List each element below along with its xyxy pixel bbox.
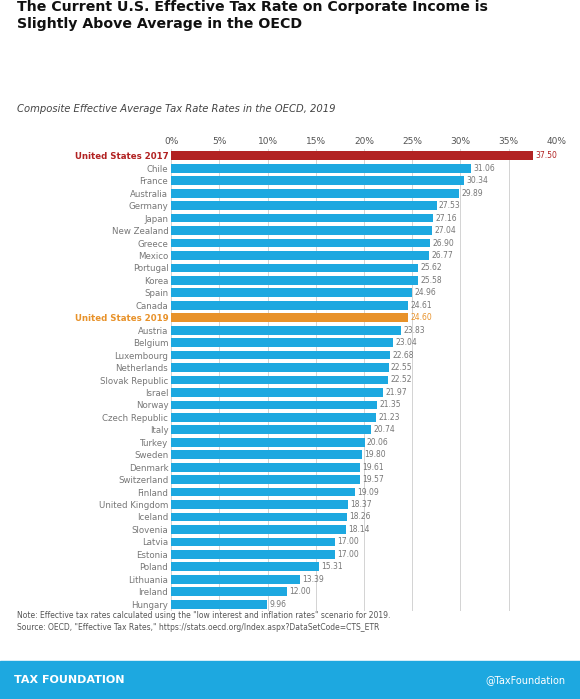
Bar <box>171 550 335 559</box>
Text: 25.62: 25.62 <box>420 264 442 273</box>
Text: 29.89: 29.89 <box>462 189 483 198</box>
Text: 15.31: 15.31 <box>321 562 343 571</box>
Bar <box>171 438 364 447</box>
Bar <box>171 276 418 284</box>
Text: @TaxFoundation: @TaxFoundation <box>485 675 566 685</box>
Bar <box>171 338 393 347</box>
Bar <box>171 575 300 584</box>
Text: 17.00: 17.00 <box>338 538 359 547</box>
Text: 18.26: 18.26 <box>350 512 371 521</box>
Text: The Current U.S. Effective Tax Rate on Corporate Income is
Slightly Above Averag: The Current U.S. Effective Tax Rate on C… <box>17 0 488 31</box>
Text: 21.35: 21.35 <box>379 401 401 410</box>
Text: 23.04: 23.04 <box>396 338 418 347</box>
Bar <box>171 525 346 534</box>
Bar <box>171 413 376 421</box>
Bar <box>171 176 463 185</box>
Text: 21.23: 21.23 <box>378 413 400 422</box>
Text: Note: Effective tax rates calculated using the "low interest and inflation rates: Note: Effective tax rates calculated usi… <box>17 611 391 632</box>
Bar <box>171 301 408 310</box>
Text: 12.00: 12.00 <box>289 587 311 596</box>
Bar <box>171 375 388 384</box>
Bar <box>171 363 389 372</box>
Text: 9.96: 9.96 <box>270 600 287 609</box>
Text: 20.06: 20.06 <box>367 438 389 447</box>
Bar <box>171 214 433 222</box>
Bar <box>171 251 429 260</box>
Bar <box>171 189 459 198</box>
Text: Composite Effective Average Tax Rate Rates in the OECD, 2019: Composite Effective Average Tax Rate Rat… <box>17 104 336 115</box>
Text: 18.37: 18.37 <box>351 500 372 509</box>
Text: 13.39: 13.39 <box>303 575 324 584</box>
Bar <box>171 326 401 335</box>
Bar <box>171 313 408 322</box>
Bar <box>171 238 430 247</box>
Text: TAX FOUNDATION: TAX FOUNDATION <box>14 675 125 685</box>
Bar <box>171 164 470 173</box>
Text: 20.74: 20.74 <box>374 425 395 434</box>
Text: 30.34: 30.34 <box>466 176 488 185</box>
Bar <box>171 152 532 160</box>
Bar <box>171 563 319 571</box>
Bar <box>171 226 432 235</box>
Bar <box>171 351 390 359</box>
Bar <box>171 426 371 434</box>
Bar <box>171 401 377 409</box>
Bar <box>171 500 348 509</box>
Text: 24.61: 24.61 <box>411 301 433 310</box>
Text: 25.58: 25.58 <box>420 276 442 285</box>
Text: 27.04: 27.04 <box>434 226 456 235</box>
Bar <box>171 201 437 210</box>
Text: 19.61: 19.61 <box>362 463 384 472</box>
Bar <box>171 289 412 297</box>
Bar <box>171 450 362 459</box>
Bar <box>171 475 360 484</box>
Text: 26.90: 26.90 <box>433 238 455 247</box>
Text: 21.97: 21.97 <box>385 388 407 397</box>
Text: 19.80: 19.80 <box>364 450 386 459</box>
Bar <box>171 512 347 521</box>
Bar <box>171 538 335 546</box>
Text: 22.55: 22.55 <box>391 363 412 372</box>
Text: 31.06: 31.06 <box>473 164 495 173</box>
Text: 27.53: 27.53 <box>439 201 461 210</box>
Bar <box>171 600 267 609</box>
Text: 26.77: 26.77 <box>432 251 454 260</box>
Text: 19.57: 19.57 <box>362 475 384 484</box>
Text: 23.83: 23.83 <box>403 326 425 335</box>
Text: 22.68: 22.68 <box>392 351 414 359</box>
Text: 19.09: 19.09 <box>358 488 379 496</box>
Text: 17.00: 17.00 <box>338 550 359 559</box>
Bar <box>171 264 418 273</box>
Text: 27.16: 27.16 <box>436 214 457 222</box>
Text: 24.60: 24.60 <box>411 313 433 322</box>
Text: 24.96: 24.96 <box>414 288 436 297</box>
Bar <box>171 388 383 397</box>
Text: 22.52: 22.52 <box>391 375 412 384</box>
Bar <box>171 488 355 496</box>
Bar <box>171 463 360 472</box>
Text: 37.50: 37.50 <box>535 152 557 160</box>
Bar <box>171 587 287 596</box>
Text: 18.14: 18.14 <box>349 525 370 534</box>
